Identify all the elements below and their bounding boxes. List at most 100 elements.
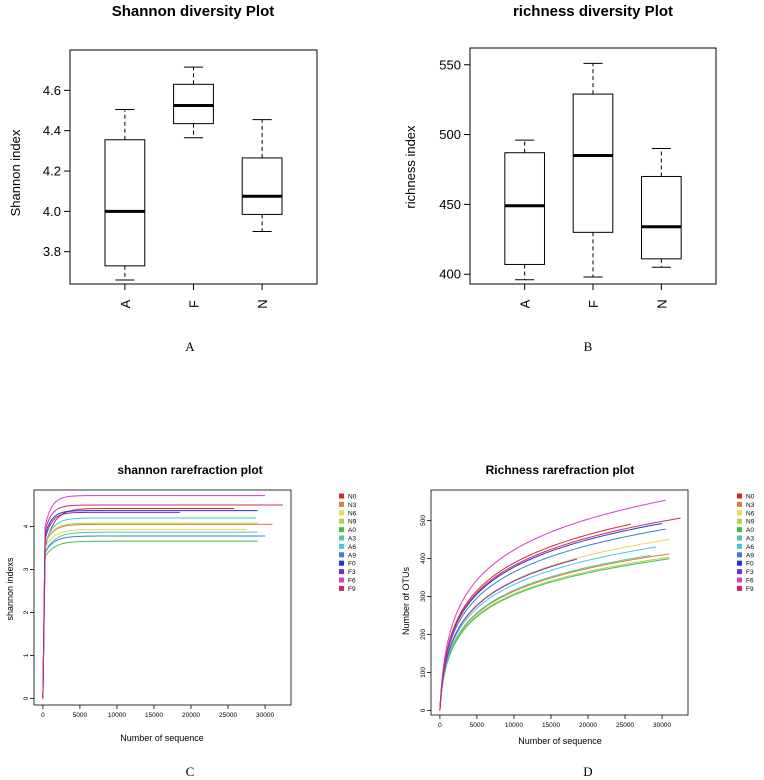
chart-d-series-f6 (439, 499, 666, 711)
chart-b-box-n (641, 175, 682, 260)
chart-c-legend-label: N6 (348, 510, 357, 517)
panel-label-a: A (185, 339, 195, 354)
chart-c-ytick-label: 2 (23, 610, 30, 614)
chart-c-xtick-label: 20000 (182, 712, 200, 719)
chart-c-legend-label: F9 (348, 586, 356, 593)
chart-c-series-f0 (42, 510, 258, 699)
chart-d-series-n9 (439, 556, 670, 711)
chart-c-series-f6 (42, 495, 266, 699)
chart-c-series-a6 (42, 517, 257, 699)
chart-c-series-f9 (42, 504, 283, 699)
chart-a-xtick-label: F (187, 300, 202, 308)
chart-d-ytick-label: 500 (420, 515, 427, 526)
chart-d-plot: 0 5000 10000 15000 20000 25000 30000 0 100 200 300… (420, 489, 689, 729)
chart-c-xtick-label: 15000 (145, 712, 163, 719)
chart-c-ytick-label: 4 (23, 524, 30, 528)
chart-d-legend-swatch (737, 560, 742, 566)
chart-d-ytick-label: 200 (420, 629, 427, 640)
chart-c-legend-swatch (339, 510, 344, 516)
chart-d-series-f3 (439, 558, 578, 711)
chart-a-xtick-label: N (255, 299, 270, 308)
chart-d-legend-label: A6 (746, 544, 754, 551)
chart-b-title: richness diversity Plot (513, 3, 673, 20)
chart-d-xlabel: Number of sequence (518, 736, 602, 746)
chart-c-xlabel: Number of sequence (120, 733, 204, 743)
chart-d-legend-label: A0 (746, 527, 754, 534)
chart-c-ytick-label: 3 (23, 567, 30, 571)
chart-b-ytick-label: 400 (439, 267, 461, 282)
chart-b-plot: 400 450 500 550 A F N (439, 47, 717, 309)
chart-b-xtick-label: F (586, 300, 601, 308)
chart-a-ylabel: Shannon index (8, 129, 23, 216)
chart-c-xtick-label: 0 (41, 712, 45, 719)
chart-c-legend-swatch (339, 518, 344, 524)
chart-d-legend-label: F9 (746, 586, 754, 593)
chart-d-title: Richness rarefraction plot (486, 463, 635, 477)
chart-d-legend-swatch (737, 501, 742, 507)
chart-d-ytick-label: 400 (420, 553, 427, 564)
chart-d-legend-label: N9 (746, 519, 755, 526)
chart-d-legend-label: F0 (746, 561, 754, 568)
chart-d-ytick-label: 300 (420, 591, 427, 602)
chart-d-xtick-label: 5000 (470, 722, 485, 729)
chart-c-title: shannon rarefraction plot (117, 463, 262, 477)
chart-c-series-n3 (42, 523, 273, 699)
chart-d-legend-swatch (737, 518, 742, 524)
chart-c-ylabel: shannon indexs (5, 557, 15, 621)
chart-d-xtick-label: 0 (438, 722, 442, 729)
chart-a-ytick-label: 3.8 (43, 244, 61, 259)
chart-c-series-a0 (42, 540, 258, 699)
chart-c-series-n6 (42, 529, 247, 699)
chart-c-ytick-label: 0 (23, 696, 30, 700)
chart-c-legend-swatch (339, 552, 344, 558)
chart-a-xtick-label: A (118, 299, 133, 308)
chart-c-legend-label: F0 (348, 561, 356, 568)
chart-c-legend-label: F3 (348, 569, 356, 576)
chart-c-legend-label: A3 (348, 536, 356, 543)
chart-d-series-a3 (439, 554, 652, 711)
chart-c-frame (33, 489, 292, 706)
chart-c-legend-swatch (339, 543, 344, 549)
chart-c-legend-swatch (339, 527, 344, 533)
chart-c-legend-swatch (339, 577, 344, 583)
chart-d-xtick-label: 30000 (653, 722, 671, 729)
chart-c-ytick-label: 1 (23, 653, 30, 657)
chart-c-xtick-label: 30000 (256, 712, 274, 719)
chart-d-legend-label: F6 (746, 578, 754, 585)
chart-d-legend-label: N6 (746, 510, 755, 517)
chart-c-xtick-label: 5000 (73, 712, 88, 719)
chart-c-plot: 0 5000 10000 15000 20000 25000 30000 0 1 2 3 4 (23, 489, 292, 719)
chart-d-legend-swatch (737, 577, 742, 583)
chart-d-frame (430, 489, 689, 716)
chart-b-xtick-label: N (654, 299, 669, 308)
chart-c-xtick-label: 10000 (108, 712, 126, 719)
chart-b-ytick-label: 550 (439, 57, 461, 72)
chart-c-legend-swatch (339, 535, 344, 541)
chart-d-series-n3 (439, 553, 670, 711)
chart-d-ytick-label: 0 (420, 708, 427, 712)
chart-d-legend-swatch (737, 585, 742, 591)
chart-a-box-f (173, 83, 214, 125)
chart-d-ylabel: Number of OTUs (401, 566, 411, 635)
chart-c-legend-label: A6 (348, 544, 356, 551)
chart-d-legend-label: N3 (746, 502, 755, 509)
chart-d-xtick-label: 20000 (579, 722, 597, 729)
chart-d-series-a6 (439, 546, 657, 711)
chart-c-legend-label: N0 (348, 494, 357, 501)
chart-c-legend-swatch (339, 585, 344, 591)
chart-c-legend-label: N9 (348, 519, 357, 526)
chart-d-legend-label: A9 (746, 552, 754, 559)
chart-d-xtick-label: 25000 (616, 722, 634, 729)
chart-d-legend-swatch (737, 527, 742, 533)
chart-c-legend-swatch (339, 493, 344, 499)
chart-c-xtick-label: 25000 (219, 712, 237, 719)
chart-d-ytick-label: 100 (420, 667, 427, 678)
chart-a-ytick-label: 4.0 (43, 204, 61, 219)
chart-d-legend-swatch (737, 552, 742, 558)
chart-b-xtick-label: A (518, 299, 533, 308)
chart-d-xtick-label: 15000 (542, 722, 560, 729)
chart-d-legend-label: A3 (746, 536, 754, 543)
chart-c-legend-label: F6 (348, 578, 356, 585)
